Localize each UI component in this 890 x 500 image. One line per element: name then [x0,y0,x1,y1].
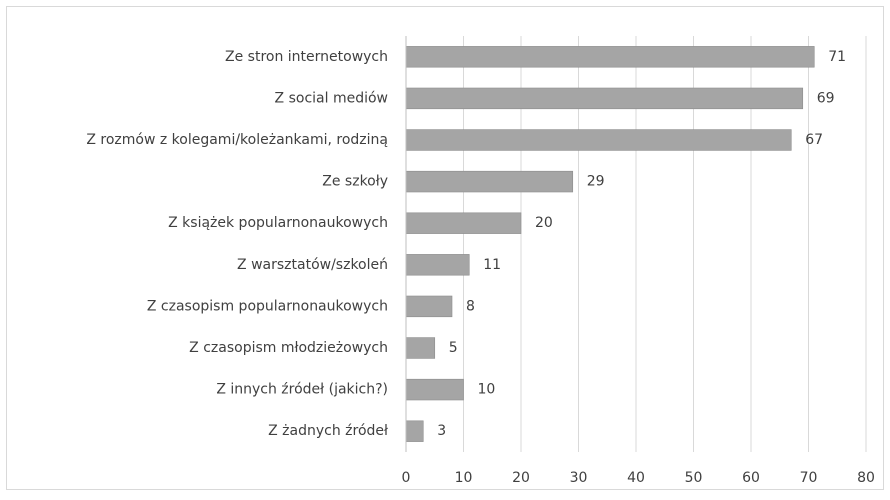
y-tick-label: Z książek popularnonaukowych [168,215,388,231]
bar [405,129,792,151]
data-label: 29 [587,174,605,190]
x-tick-label: 30 [570,470,588,486]
data-label: 71 [828,49,846,65]
bar [405,295,453,318]
x-tick-label: 50 [685,470,703,486]
x-tick-label: 40 [627,470,645,486]
x-tick-label: 80 [857,470,875,486]
bar [405,170,574,193]
y-tick-label: Z żadnych źródeł [268,423,388,439]
y-tick-label: Z rozmów z kolegami/koleżankami, rodziną [86,132,388,148]
data-label: 69 [817,90,835,106]
bar [405,87,804,110]
bar [405,420,424,442]
data-label: 8 [466,298,475,314]
y-tick-label: Z czasopism popularnonaukowych [147,298,388,314]
data-label: 67 [805,132,823,148]
data-label: 20 [535,215,553,231]
bar [405,337,436,359]
x-tick-label: 0 [402,470,411,486]
y-tick-label: Z czasopism młodzieżowych [189,340,388,356]
y-tick-label: Ze szkoły [322,174,388,190]
y-tick-label: Ze stron internetowych [225,49,388,65]
data-label: 5 [449,340,458,356]
bar [405,46,815,68]
y-tick-label: Z innych źródeł (jakich?) [216,382,388,398]
x-tick-label: 20 [512,470,530,486]
y-tick-label: Z warsztatów/szkoleń [237,257,388,273]
data-label: 3 [437,423,446,439]
bar [405,254,470,276]
x-tick-label: 60 [742,470,760,486]
x-tick-label: 70 [800,470,818,486]
bar [405,378,464,401]
data-label: 10 [478,382,496,398]
data-label: 11 [483,257,501,273]
bar [405,212,522,234]
chart-border [6,6,884,490]
x-tick-label: 10 [455,470,473,486]
y-tick-label: Z social mediów [275,90,388,106]
